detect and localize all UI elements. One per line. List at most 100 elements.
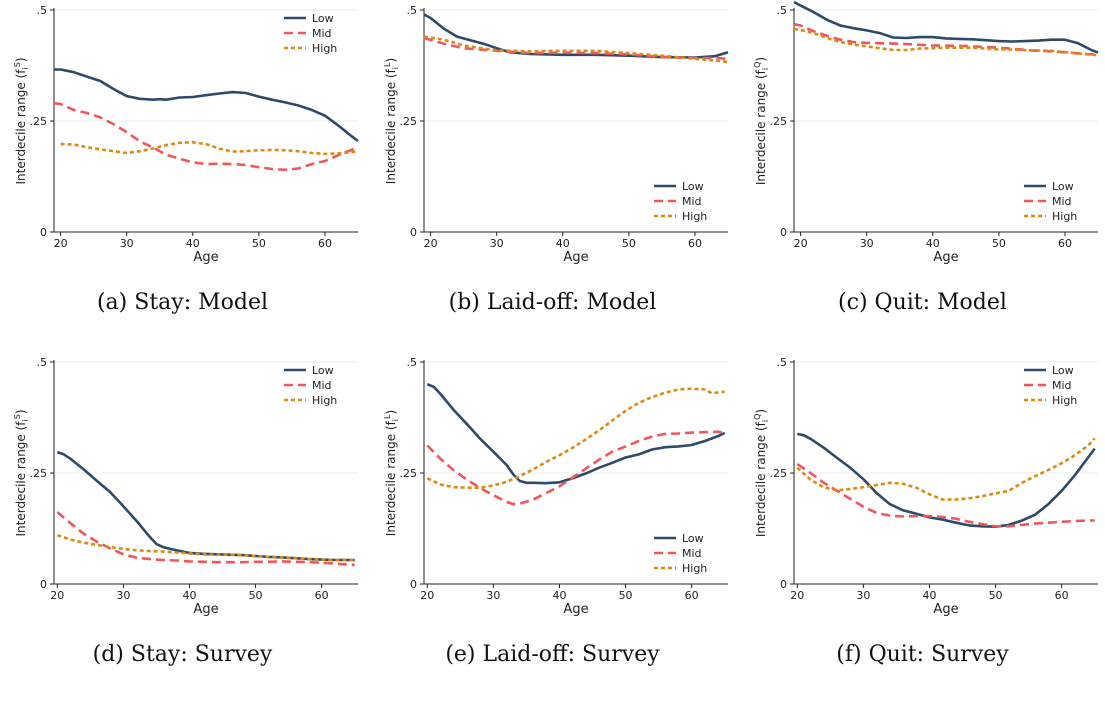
panel-a: 0 .25 .5 20 30 40 50 60 Age Interdecile range (fi… (0, 0, 365, 345)
x-tick-label: 40 (922, 589, 936, 602)
y-axis-label: Interdecile range (fiS) (13, 409, 30, 536)
panel-d: 0 .25 .5 20 30 40 50 60 Age Interdecile range (fi… (0, 352, 365, 697)
y-tick-label: .25 (30, 115, 48, 128)
series-line-low (54, 68, 359, 143)
x-tick-label: 60 (318, 237, 332, 250)
legend-label-high: High (682, 562, 707, 575)
y-tick-label: 0 (410, 226, 417, 239)
series-line-low (56, 450, 355, 562)
x-tick-label: 30 (860, 237, 874, 250)
x-axis-label: Age (563, 602, 588, 617)
legend-label-mid: Mid (1052, 195, 1072, 208)
x-axis-label: Age (193, 250, 218, 265)
x-tick-label: 50 (992, 237, 1006, 250)
legend-label-mid: Mid (682, 547, 702, 560)
y-tick-label: .25 (400, 467, 418, 480)
chart-a: 0 .25 .5 20 30 40 50 60 Age Interdecile range (fi… (13, 4, 359, 265)
legend-label-high: High (1052, 210, 1077, 223)
x-tick-label: 50 (252, 237, 266, 250)
x-tick-label: 20 (424, 237, 438, 250)
chart-b: 0 .25 .5 20 30 40 50 60 Age Interdecile range (fi… (383, 4, 729, 265)
x-tick-label: 20 (54, 237, 68, 250)
series-line-low (423, 13, 729, 59)
y-axis-label: Interdecile range (fiL) (383, 58, 400, 184)
panel-b: 0 .25 .5 20 30 40 50 60 Age Interdecile range (fi… (370, 0, 735, 345)
legend-label-low: Low (312, 12, 334, 25)
legend-label-high: High (312, 42, 337, 55)
series-line-mid (56, 511, 355, 567)
x-tick-label: 40 (186, 237, 200, 250)
caption-b: (b) Laid-off: Model (448, 290, 657, 315)
caption-c: (c) Quit: Model (838, 290, 1007, 315)
y-tick-label: .25 (400, 115, 418, 128)
x-tick-label: 40 (182, 589, 196, 602)
legend-label-high: High (1052, 394, 1077, 407)
caption-e: (e) Laid-off: Survey (445, 642, 660, 667)
panel-c: 0 .25 .5 20 30 40 50 60 Age Interdecile range (fi… (740, 0, 1105, 345)
x-tick-label: 40 (926, 237, 940, 250)
legend-label-mid: Mid (312, 379, 332, 392)
legend-label-low: Low (1052, 180, 1074, 193)
caption-d: (d) Stay: Survey (92, 642, 273, 667)
caption-f: (f) Quit: Survey (836, 642, 1009, 667)
y-tick-label: .5 (777, 356, 788, 369)
series-line-high (60, 141, 359, 156)
legend-label-mid: Mid (1052, 379, 1072, 392)
y-tick-label: 0 (780, 578, 787, 591)
x-axis-label: Age (933, 250, 958, 265)
y-tick-label: .5 (37, 4, 48, 17)
x-tick-label: 50 (249, 589, 263, 602)
x-tick-label: 60 (1055, 589, 1069, 602)
series-line-high (56, 533, 355, 562)
chart-f: 0 .25 .5 20 30 40 50 60 Age Interdecile range (fi… (753, 356, 1098, 617)
y-tick-label: .25 (770, 467, 788, 480)
y-tick-label: 0 (780, 226, 787, 239)
series-line-low (426, 382, 726, 485)
chart-e: 0 .25 .5 20 30 40 50 60 Age Interdecile range (fi… (383, 356, 728, 617)
y-tick-label: .5 (777, 4, 788, 17)
x-tick-label: 30 (120, 237, 134, 250)
caption-a: (a) Stay: Model (96, 290, 269, 315)
x-tick-label: 30 (490, 237, 504, 250)
x-axis-label: Age (563, 250, 588, 265)
x-tick-label: 60 (315, 589, 329, 602)
legend-label-high: High (682, 210, 707, 223)
x-tick-label: 20 (790, 589, 804, 602)
chart-d: 0 .25 .5 20 30 40 50 60 Age Interdecile range (fi… (13, 356, 358, 617)
series-line-mid (53, 101, 359, 172)
x-tick-label: 60 (1058, 237, 1072, 250)
y-tick-label: 0 (410, 578, 417, 591)
y-axis-label: Interdecile range (fiQ) (753, 409, 770, 537)
y-axis-label: Interdecile range (fiL) (383, 410, 400, 536)
x-tick-label: 20 (50, 589, 64, 602)
x-tick-label: 30 (856, 589, 870, 602)
series-line-low (793, 0, 1099, 54)
x-tick-label: 40 (556, 237, 570, 250)
series-line-high (426, 387, 725, 489)
x-axis-label: Age (193, 602, 218, 617)
y-tick-label: 0 (40, 578, 47, 591)
panel-e: 0 .25 .5 20 30 40 50 60 Age Interdecile range (fi… (370, 352, 735, 697)
x-tick-label: 60 (685, 589, 699, 602)
x-tick-label: 60 (688, 237, 702, 250)
x-tick-label: 30 (486, 589, 500, 602)
legend-label-low: Low (682, 532, 704, 545)
x-tick-label: 50 (989, 589, 1003, 602)
legend-label-mid: Mid (312, 27, 332, 40)
x-axis-label: Age (933, 602, 958, 617)
legend-label-mid: Mid (682, 195, 702, 208)
x-tick-label: 40 (552, 589, 566, 602)
legend-label-low: Low (682, 180, 704, 193)
y-tick-label: .25 (770, 115, 788, 128)
y-tick-label: .5 (407, 4, 418, 17)
legend-label-low: Low (312, 364, 334, 377)
series-line-mid (426, 430, 725, 506)
x-tick-label: 50 (619, 589, 633, 602)
series-line-mid (796, 463, 1095, 528)
legend-label-low: Low (1052, 364, 1074, 377)
y-tick-label: 0 (40, 226, 47, 239)
y-tick-label: .5 (407, 356, 418, 369)
series-line-high (423, 35, 729, 64)
y-tick-label: .5 (37, 356, 48, 369)
legend-label-high: High (312, 394, 337, 407)
